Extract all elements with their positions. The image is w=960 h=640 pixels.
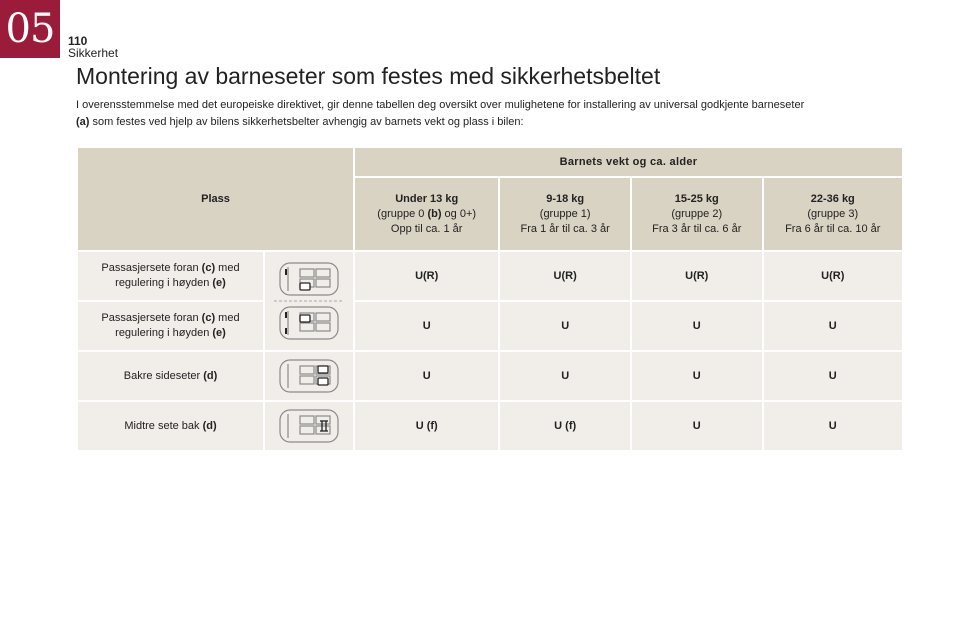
car-rear-middle-seat-icon [265, 402, 353, 450]
value-cell: U(R) [763, 252, 902, 300]
value-cell: U [631, 302, 762, 350]
child-seat-table: Plass Barnets vekt og ca. alder Under 13… [76, 146, 904, 452]
section-name: Sikkerhet [68, 46, 119, 60]
value-cell: U [355, 302, 499, 350]
value-cell: U(R) [355, 252, 499, 300]
page-number: 110 [68, 34, 88, 48]
car-rear-side-seats-icon [265, 352, 353, 400]
value-cell: U (f) [500, 402, 630, 450]
car-front-passenger-seat-up-icon [274, 262, 344, 340]
table-row: Bakre sideseter (d) U U U U [78, 352, 902, 400]
value-cell: U(R) [500, 252, 630, 300]
weight-group-2: 15-25 kg (gruppe 2) Fra 3 år til ca. 6 å… [631, 178, 762, 250]
row-label: Passasjersete foran (c) med regulering i… [78, 302, 263, 350]
intro-part1: I overensstemmelse med det europeiske di… [76, 99, 805, 111]
value-cell: U [631, 402, 762, 450]
value-cell: U [500, 352, 630, 400]
value-cell: U [763, 352, 902, 400]
table-row: Passasjersete foran (c) med regulering i… [78, 252, 902, 350]
value-cell: U (f) [355, 402, 499, 450]
value-cell: U [355, 352, 499, 400]
column-header-weight: Barnets vekt og ca. alder [355, 148, 902, 176]
weight-group-0: Under 13 kg (gruppe 0 (b) og 0+) Opp til… [355, 178, 499, 250]
value-cell: U [500, 302, 630, 350]
row-label: Bakre sideseter (d) [78, 352, 263, 400]
weight-group-1: 9-18 kg (gruppe 1) Fra 1 år til ca. 3 år [500, 178, 630, 250]
value-cell: U [631, 352, 762, 400]
intro-text: I overensstemmelse med det europeiske di… [76, 97, 906, 131]
weight-group-3: 22-36 kg (gruppe 3) Fra 6 år til ca. 10 … [763, 178, 902, 250]
column-header-place: Plass [78, 148, 353, 250]
intro-part2: som festes ved hjelp av bilens sikkerhet… [89, 116, 524, 128]
row-label: Passasjersete foran (c) med regulering i… [78, 252, 263, 300]
table-row: Passasjersete foran (c) med regulering i… [78, 302, 902, 350]
row-label: Midtre sete bak (d) [78, 402, 263, 450]
value-cell: U(R) [631, 252, 762, 300]
value-cell: U [763, 402, 902, 450]
chapter-number: 05 [0, 0, 60, 58]
page-title: Montering av barneseter som festes med s… [76, 63, 661, 89]
table-row: Midtre sete bak (d) U (f) U (f) U U [78, 402, 902, 450]
car-front-passenger-seat-icon [265, 252, 353, 350]
value-cell: U [763, 302, 902, 350]
intro-ref: (a) [76, 116, 90, 128]
